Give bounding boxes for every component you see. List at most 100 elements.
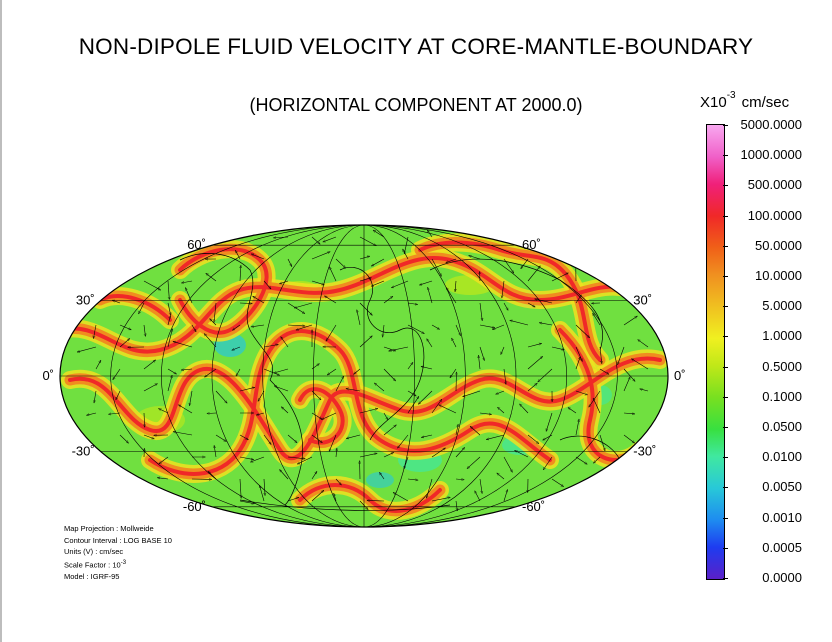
- velocity-arrow: [359, 336, 372, 348]
- velocity-arrow: [463, 390, 481, 397]
- velocity-arrow: [257, 390, 265, 401]
- velocity-arrow: [527, 302, 535, 308]
- velocity-arrow: [539, 323, 553, 326]
- velocity-arrow: [239, 500, 255, 504]
- velocity-arrow: [251, 324, 265, 327]
- color-scale-label: 5.0000: [762, 298, 802, 314]
- velocity-arrow: [456, 500, 457, 511]
- velocity-arrow: [407, 396, 420, 414]
- velocity-band: [298, 483, 442, 513]
- velocity-arrow: [371, 280, 385, 287]
- velocity-arrow: [325, 324, 337, 341]
- velocity-arrow: [287, 434, 297, 443]
- velocity-arrow: [263, 368, 280, 376]
- velocity-band: [298, 387, 345, 445]
- latitude-labels: 60˚ 60˚ 30˚ 30˚ 0˚ 0˚ -30˚ -30˚ -60˚ -60˚: [42, 237, 685, 514]
- latitude-label-left: -60˚: [183, 499, 206, 514]
- velocity-arrow: [167, 302, 171, 315]
- velocity-arrow: [287, 325, 305, 326]
- color-scale-tick: [723, 547, 728, 549]
- velocity-arrow: [281, 407, 289, 414]
- coastline: [269, 379, 304, 506]
- velocity-arrow: [638, 339, 649, 348]
- velocity-arrow: [143, 434, 154, 439]
- velocity-arrow: [503, 489, 508, 502]
- velocity-arrow: [273, 237, 289, 238]
- velocity-arrow: [543, 434, 553, 441]
- velocity-arrow: [178, 404, 193, 414]
- velocity-arrow: [280, 337, 289, 348]
- velocity-arrow: [112, 368, 121, 380]
- velocity-arrow: [240, 478, 241, 498]
- latitude-label-right: 60˚: [522, 237, 541, 252]
- high-velocity-bands: [60, 233, 668, 520]
- velocity-arrow: [575, 456, 587, 465]
- latitude-label-left: -30˚: [72, 444, 95, 459]
- velocity-arrow: [311, 251, 330, 260]
- velocity-arrow: [431, 324, 440, 330]
- velocity-arrow: [623, 368, 635, 381]
- velocity-arrow: [159, 456, 169, 465]
- velocity-arrow: [455, 447, 465, 458]
- velocity-arrow: [455, 324, 461, 336]
- velocity-arrow: [335, 478, 341, 485]
- velocity-arrow: [115, 390, 121, 400]
- velocity-arrow: [181, 280, 193, 283]
- velocity-arrow: [335, 376, 345, 392]
- velocity-arrow: [157, 478, 169, 479]
- velocity-band: [98, 294, 172, 322]
- velocity-arrow: [297, 456, 313, 465]
- velocity-arrow: [112, 300, 121, 304]
- velocity-arrow: [599, 434, 605, 451]
- velocity-arrow: [311, 434, 322, 443]
- velocity-arrow: [173, 432, 193, 436]
- meridian-line: [363, 225, 517, 527]
- velocity-arrow: [327, 368, 337, 376]
- velocity-arrow: [263, 345, 278, 348]
- units-label: X10-3 cm/sec: [700, 90, 789, 111]
- color-scale-tick: [723, 185, 728, 187]
- color-scale-tick: [723, 155, 728, 157]
- velocity-arrow: [168, 280, 169, 300]
- map-notes: Map Projection : Mollweide Contour Inter…: [64, 523, 172, 582]
- velocity-arrow: [391, 280, 409, 289]
- velocity-arrow: [520, 258, 529, 269]
- coastline: [429, 258, 603, 351]
- velocity-arrow: [527, 343, 542, 348]
- velocity-arrow: [439, 404, 457, 414]
- velocity-arrow: [393, 492, 409, 502]
- velocity-arrow: [383, 452, 394, 458]
- velocity-arrow: [329, 267, 337, 282]
- velocity-arrow: [510, 320, 529, 326]
- velocity-arrow: [232, 346, 241, 350]
- velocity-arrow: [383, 412, 389, 420]
- velocity-arrow: [631, 358, 649, 370]
- velocity-arrow: [623, 413, 635, 414]
- velocity-arrow: [367, 500, 385, 501]
- color-scale-label: 0.0100: [762, 449, 802, 465]
- map-boundary: [59, 224, 669, 528]
- color-scale-label: 5000.0000: [740, 117, 802, 132]
- velocity-arrow: [618, 346, 625, 365]
- velocity-arrow: [455, 424, 458, 436]
- velocity-arrow: [357, 310, 361, 326]
- velocity-arrow: [138, 302, 145, 314]
- velocity-arrow: [496, 390, 505, 394]
- velocity-arrow: [449, 368, 457, 378]
- velocity-arrow: [143, 280, 161, 291]
- velocity-arrow: [373, 229, 385, 238]
- velocity-arrow: [479, 346, 484, 361]
- velocity-arrow: [418, 390, 433, 404]
- velocity-arrow: [346, 434, 361, 439]
- units-exponent: -3: [726, 90, 736, 101]
- velocity-arrow: [93, 324, 97, 339]
- velocity-arrow: [311, 471, 318, 480]
- velocity-arrow: [311, 490, 324, 502]
- latitude-label-right: -30˚: [633, 444, 656, 459]
- note-scale-exp: -3: [120, 559, 127, 566]
- velocity-arrow: [451, 338, 457, 348]
- velocity-arrow: [346, 389, 361, 392]
- color-scale-label: 0.0000: [762, 570, 802, 585]
- velocity-arrow: [287, 497, 299, 502]
